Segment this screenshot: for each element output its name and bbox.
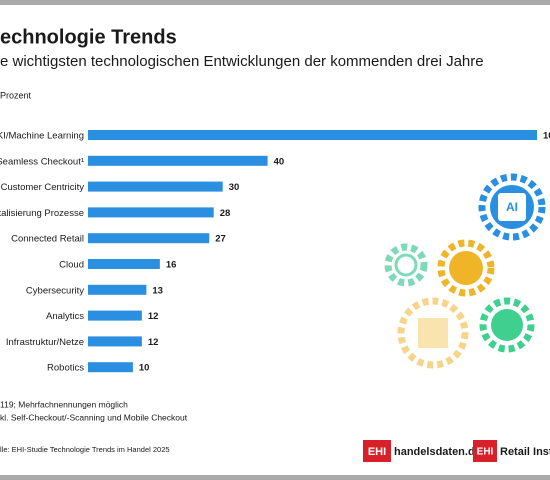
category-label: Robotics — [47, 363, 84, 374]
bar — [88, 362, 133, 373]
category-label: italisierung Prozesse — [0, 208, 84, 219]
category-label: Seamless Checkout¹ — [0, 156, 84, 167]
logo-badge: EHI — [368, 446, 386, 458]
category-label: Analytics — [46, 311, 84, 322]
bar — [88, 310, 142, 321]
logo-text: Retail Instit — [500, 446, 550, 458]
value-label: 16 — [166, 260, 177, 271]
category-label: Customer Centricity — [1, 182, 85, 193]
chart-title: echnologie Trends — [0, 26, 177, 48]
illustration: AI — [384, 173, 546, 369]
value-label: 27 — [215, 234, 226, 245]
unit-label: Prozent — [0, 90, 32, 100]
bar — [88, 130, 537, 140]
category-label: Connected Retail — [11, 234, 84, 245]
category-label: Cloud — [59, 260, 84, 271]
value-label: 12 — [148, 337, 159, 348]
top-bar — [0, 0, 550, 5]
note: kl. Self-Checkout/-Scanning und Mobile C… — [0, 412, 188, 422]
bar — [88, 207, 214, 218]
value-label: 13 — [152, 285, 163, 296]
category-label: KI/Machine Learning — [0, 131, 84, 142]
value-label: 30 — [229, 182, 240, 193]
category-label: Cybersecurity — [26, 285, 84, 296]
value-label: 12 — [148, 311, 159, 322]
bar — [88, 233, 210, 244]
icon-label: AI — [506, 200, 518, 214]
category-label: Infrastruktur/Netze — [6, 337, 84, 348]
bar — [88, 259, 160, 269]
logo-badge: EHI — [477, 447, 494, 458]
bar — [88, 284, 147, 295]
note: 119; Mehrfachnennungen möglich — [0, 399, 128, 409]
chart-subtitle: e wichtigsten technologischen Entwicklun… — [0, 53, 484, 70]
value-label: 40 — [274, 156, 285, 167]
value-label: 28 — [220, 208, 231, 219]
bar — [88, 181, 223, 192]
bar — [88, 336, 142, 347]
logo: EHI handelsdaten.de EHI Retail Instit — [363, 440, 550, 462]
bottom-bar — [0, 475, 550, 480]
bar — [88, 155, 268, 166]
logo-text: handelsdaten.de — [394, 446, 481, 458]
source: lle: EHI-Studie Technologie Trends im Ha… — [0, 445, 170, 454]
value-label: 10 — [139, 363, 150, 374]
value-label: 100 — [543, 131, 550, 142]
